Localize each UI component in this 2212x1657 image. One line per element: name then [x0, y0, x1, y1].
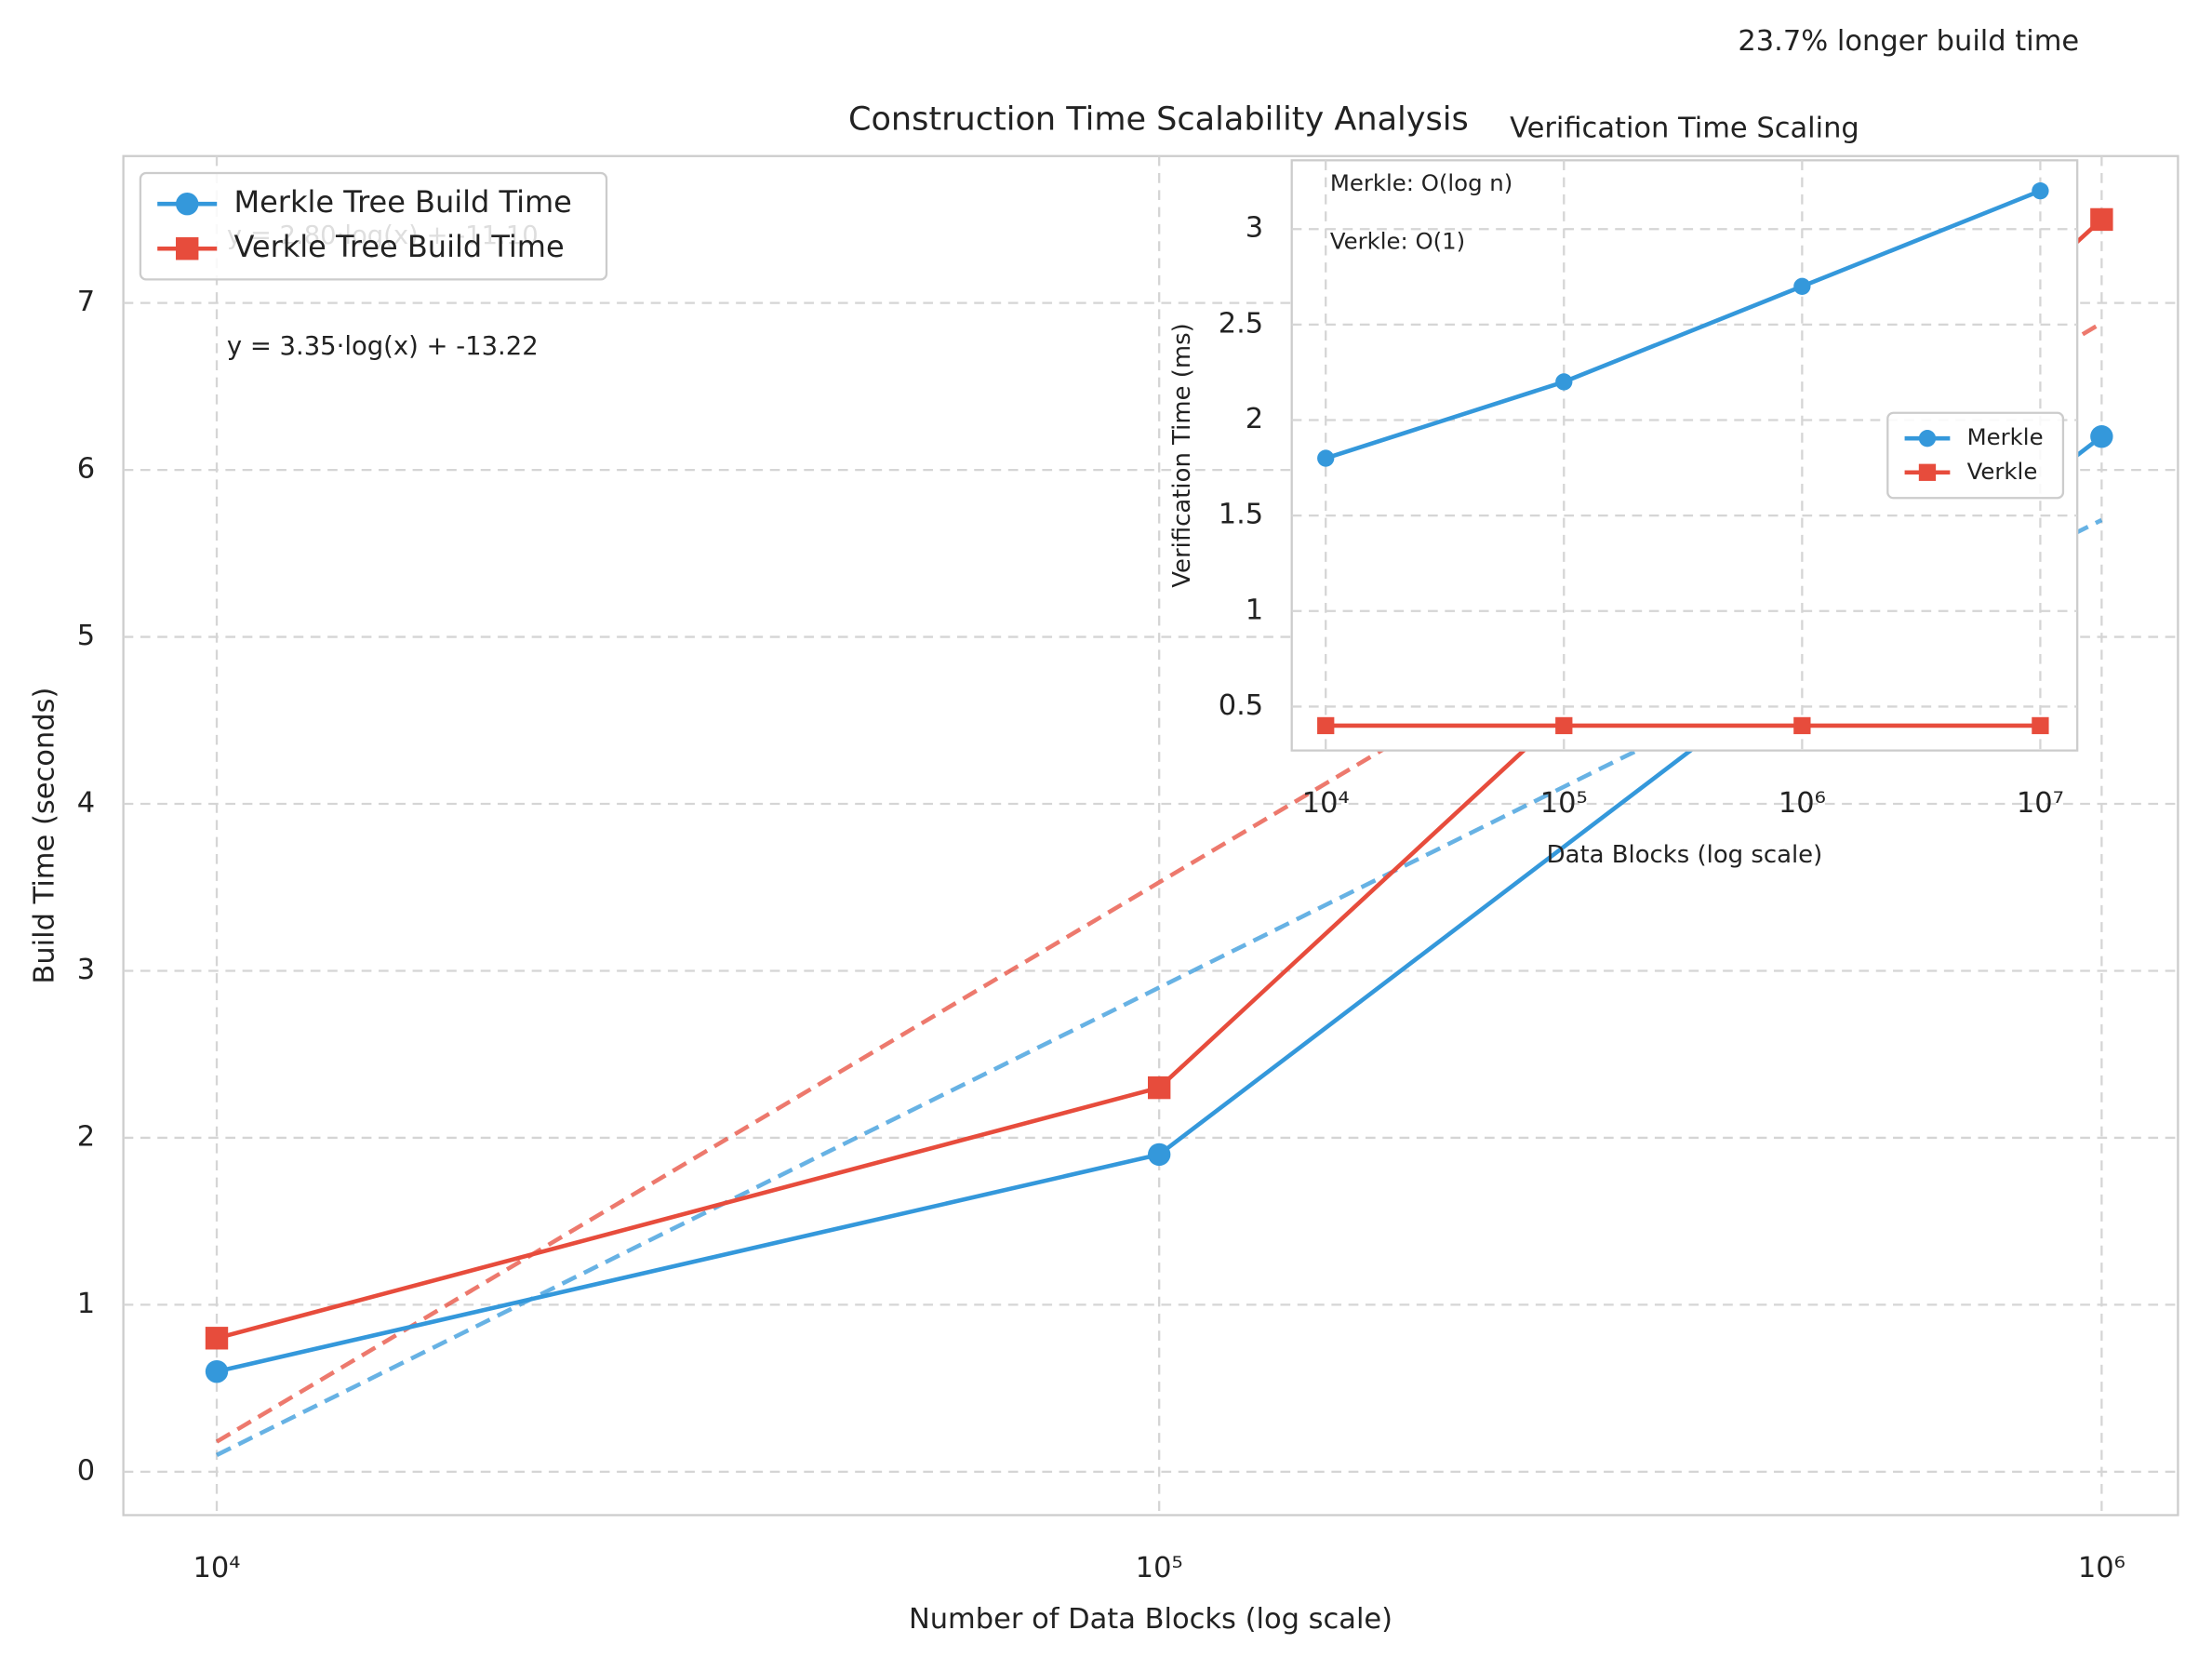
marker [205, 1359, 229, 1383]
annotation: Verkle: O(1) [1330, 228, 1465, 255]
y-tick-label: 2.5 [1219, 307, 1263, 340]
marker [1555, 373, 1573, 391]
chart-title: Construction Time Scalability Analysis [848, 100, 1469, 139]
x-tick-label: 10⁴ [1302, 787, 1350, 820]
marker [2090, 425, 2113, 448]
legend-label: Verkle Tree Build Time [234, 229, 565, 264]
marker [1317, 716, 1335, 735]
y-tick-label: 5 [77, 620, 95, 652]
legend: Merkle Tree Build Time Verkle Tree Build … [139, 171, 608, 281]
y-tick-label: 2 [1246, 403, 1263, 435]
y-tick-label: 4 [77, 787, 95, 820]
y-tick-label: 0.5 [1219, 689, 1263, 722]
x-tick-label: 10⁵ [1540, 787, 1588, 820]
marker [1793, 277, 1811, 295]
x-tick-label: 10⁴ [193, 1552, 241, 1584]
y-tick-label: 1 [1246, 594, 1263, 626]
legend-marker [176, 192, 199, 216]
y-tick-label: 3 [77, 954, 95, 986]
x-tick-label: 10⁵ [1136, 1552, 1183, 1584]
legend-label: Merkle [1967, 423, 2044, 450]
panel: 0.5 1 1.5 2 2.5 3 10⁴ 10⁵ 10⁶ 10⁷ Verification Tim… [1168, 112, 2079, 869]
marker [2032, 716, 2049, 735]
marker [1147, 1143, 1171, 1167]
fit-equation: y = 3.35·log(x) + -13.22 [227, 332, 539, 361]
legend: Merkle Verkle [1886, 411, 2065, 500]
legend-marker [176, 237, 199, 261]
y-tick-label: 7 [77, 286, 95, 318]
y-tick-label: 6 [77, 453, 95, 486]
x-tick-label: 10⁶ [1779, 787, 1826, 820]
marker [205, 1327, 229, 1350]
chart-title: Verification Time Scaling [1510, 112, 1859, 144]
x-tick-label: 10⁶ [2078, 1552, 2125, 1584]
marker [1147, 1076, 1171, 1100]
marker [1793, 716, 1811, 735]
legend-label: Merkle Tree Build Time [234, 184, 572, 220]
y-tick-label: 2 [77, 1120, 95, 1153]
x-axis-label: Number of Data Blocks (log scale) [909, 1603, 1392, 1636]
marker [2032, 182, 2049, 200]
series-line [1325, 189, 2042, 461]
annotation: 23.7% longer build time [1738, 25, 2079, 58]
legend-box [139, 171, 608, 281]
legend-marker [1918, 430, 1937, 448]
y-axis-label: Build Time (seconds) [28, 688, 60, 984]
y-tick-label: 0 [77, 1454, 95, 1487]
marker [2090, 207, 2113, 232]
marker [1555, 716, 1573, 735]
x-axis-label: Data Blocks (log scale) [1547, 841, 1823, 869]
annotation: Merkle: O(log n) [1330, 169, 1512, 196]
y-axis-label: Verification Time (ms) [1168, 323, 1196, 587]
y-tick-label: 3 [1246, 212, 1263, 245]
y-tick-label: 1.5 [1219, 499, 1263, 531]
marker [1317, 449, 1335, 467]
x-tick-label: 10⁷ [2017, 787, 2064, 820]
legend-label: Verkle [1967, 458, 2038, 485]
y-tick-label: 1 [77, 1288, 95, 1320]
legend-marker [1918, 463, 1937, 481]
